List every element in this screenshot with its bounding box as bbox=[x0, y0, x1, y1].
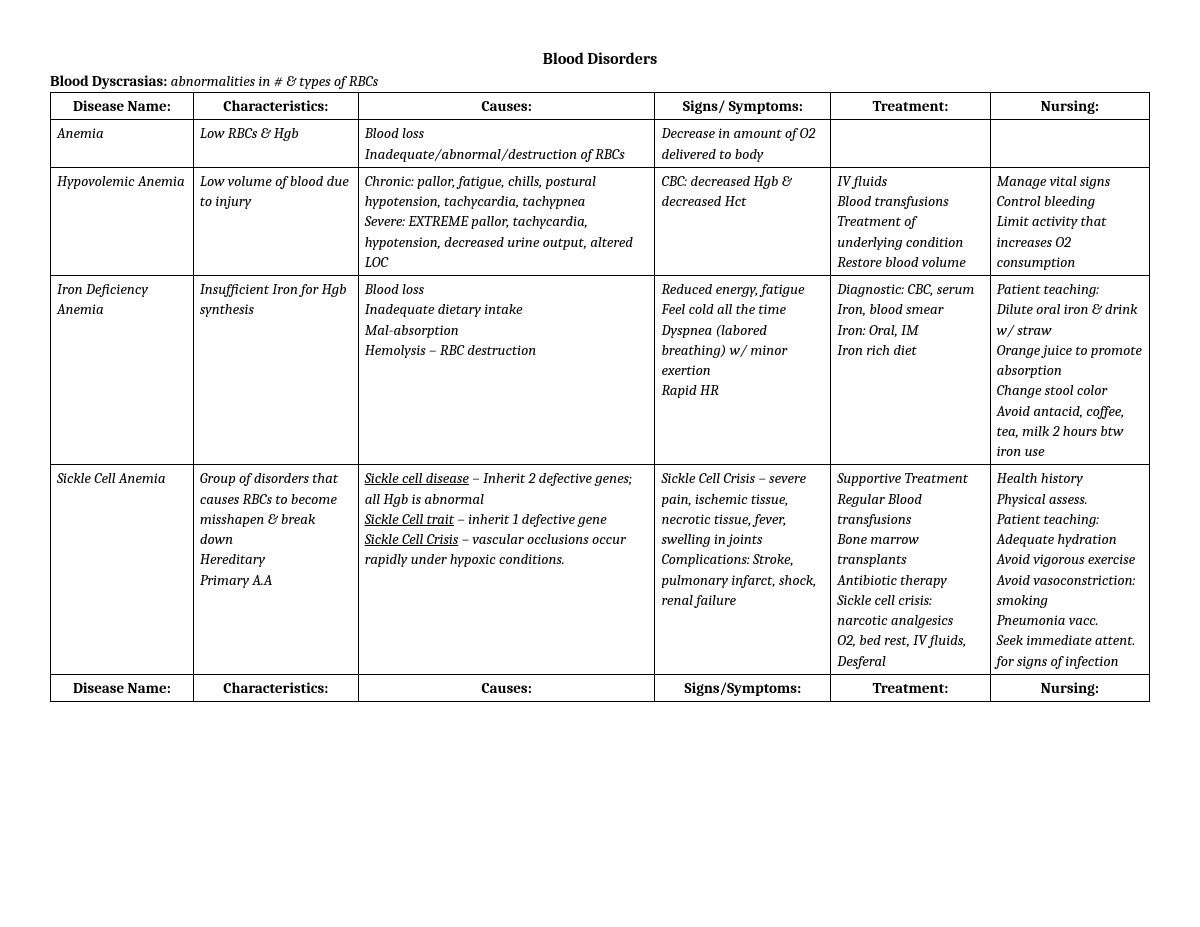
cell-treat: IV fluids Blood transfusions Treatment o… bbox=[831, 167, 990, 275]
col-footer-disease: Disease Name: bbox=[51, 674, 194, 701]
col-footer-treat: Treatment: bbox=[831, 674, 990, 701]
col-header-signs: Signs/ Symptoms: bbox=[655, 93, 831, 120]
cell-disease: Sickle Cell Anemia bbox=[51, 465, 194, 675]
text-line: Adequate hydration bbox=[997, 530, 1117, 548]
text-line: Pneumonia vacc. bbox=[997, 611, 1099, 629]
text-line: Health history bbox=[997, 469, 1083, 487]
cell-char: Low RBCs & Hgb bbox=[193, 120, 358, 168]
cell-nursing: Health history Physical assess. Patient … bbox=[990, 465, 1149, 675]
text-line: Iron rich diet bbox=[837, 341, 916, 359]
cell-signs: Reduced energy, fatigue Feel cold all th… bbox=[655, 276, 831, 465]
table-row: Iron Deficiency Anemia Insufficient Iron… bbox=[51, 276, 1150, 465]
text-line: Group of disorders that causes RBCs to b… bbox=[200, 469, 338, 548]
cell-treat: Diagnostic: CBC, serum Iron, blood smear… bbox=[831, 276, 990, 465]
text-line: Blood loss bbox=[365, 280, 424, 298]
text-line: Manage vital signs bbox=[997, 172, 1111, 190]
text-line: Dyspnea (labored breathing) w/ minor exe… bbox=[661, 321, 787, 380]
cell-disease: Hypovolemic Anemia bbox=[51, 167, 194, 275]
table-footer-header-row: Disease Name: Characteristics: Causes: S… bbox=[51, 674, 1150, 701]
cell-char: Low volume of blood due to injury bbox=[193, 167, 358, 275]
cell-char: Group of disorders that causes RBCs to b… bbox=[193, 465, 358, 675]
text-line: Blood loss bbox=[365, 124, 424, 142]
col-header-treat: Treatment: bbox=[831, 93, 990, 120]
underlined-term: Sickle Cell Crisis bbox=[365, 530, 459, 548]
cell-disease: Anemia bbox=[51, 120, 194, 168]
text-line: Antibiotic therapy bbox=[837, 571, 947, 589]
text-line: Diagnostic: CBC, serum Iron, blood smear bbox=[837, 280, 974, 318]
text-line: Feel cold all the time bbox=[661, 300, 786, 318]
text-line: IV fluids bbox=[837, 172, 887, 190]
text-line: Limit activity that increases O2 consump… bbox=[997, 212, 1107, 271]
text-line: Sickle Cell Crisis – severe pain, ischem… bbox=[661, 469, 806, 548]
text-line: O2, bed rest, IV fluids, Desferal bbox=[837, 631, 966, 669]
col-header-causes: Causes: bbox=[358, 93, 655, 120]
cell-signs: Decrease in amount of O2 delivered to bo… bbox=[655, 120, 831, 168]
text-line: Avoid vigorous exercise bbox=[997, 550, 1136, 568]
cell-causes: Sickle cell disease – Inherit 2 defectiv… bbox=[358, 465, 655, 675]
text-line: Regular Blood transfusions bbox=[837, 490, 922, 528]
text-line: Patient teaching: bbox=[997, 510, 1099, 528]
table-row: Hypovolemic Anemia Low volume of blood d… bbox=[51, 167, 1150, 275]
col-header-disease: Disease Name: bbox=[51, 93, 194, 120]
cell-signs: CBC: decreased Hgb & decreased Hct bbox=[655, 167, 831, 275]
text-line: Inadequate dietary intake bbox=[365, 300, 523, 318]
text-line: Sickle cell crisis: narcotic analgesics bbox=[837, 591, 953, 629]
text-line: Patient teaching: bbox=[997, 280, 1099, 298]
table-header-row: Disease Name: Characteristics: Causes: S… bbox=[51, 93, 1150, 120]
text-line: Chronic: pallor, fatigue, chills, postur… bbox=[365, 172, 596, 210]
text-line: Complications: Stroke, pulmonary infarct… bbox=[661, 550, 816, 609]
text-line: Blood transfusions bbox=[837, 192, 948, 210]
col-footer-char: Characteristics: bbox=[193, 674, 358, 701]
subheading-italic: abnormalities in # & types of RBCs bbox=[167, 72, 378, 90]
cell-nursing: Manage vital signs Control bleeding Limi… bbox=[990, 167, 1149, 275]
text-line: Orange juice to promote absorption bbox=[997, 341, 1142, 379]
text-line: Rapid HR bbox=[661, 381, 718, 399]
text-line: Avoid antacid, coffee, tea, milk 2 hours… bbox=[997, 402, 1125, 461]
cell-causes: Blood loss Inadequate dietary intake Mal… bbox=[358, 276, 655, 465]
subheading-bold: Blood Dyscrasias: bbox=[50, 72, 167, 90]
underlined-term: Sickle cell disease bbox=[365, 469, 469, 487]
subheading: Blood Dyscrasias: abnormalities in # & t… bbox=[50, 72, 1150, 90]
text-line: Hemolysis – RBC destruction bbox=[365, 341, 537, 359]
col-footer-signs: Signs/Symptoms: bbox=[655, 674, 831, 701]
text-line: Inadequate/abnormal/destruction of RBCs bbox=[365, 145, 625, 163]
text-line: Bone marrow transplants bbox=[837, 530, 918, 568]
text-line: Control bleeding bbox=[997, 192, 1096, 210]
text-line: – inherit 1 defective gene bbox=[454, 510, 607, 528]
cell-nursing: Patient teaching: Dilute oral iron & dri… bbox=[990, 276, 1149, 465]
text-line: Change stool color bbox=[997, 381, 1108, 399]
text-line: Treatment of underlying condition bbox=[837, 212, 963, 250]
text-line: Supportive Treatment bbox=[837, 469, 968, 487]
cell-disease: Iron Deficiency Anemia bbox=[51, 276, 194, 465]
col-header-char: Characteristics: bbox=[193, 93, 358, 120]
cell-causes: Blood loss Inadequate/abnormal/destructi… bbox=[358, 120, 655, 168]
text-line: Physical assess. bbox=[997, 490, 1088, 508]
col-footer-nursing: Nursing: bbox=[990, 674, 1149, 701]
text-line: Severe: EXTREME pallor, tachycardia, hyp… bbox=[365, 212, 633, 271]
text-line: Avoid vasoconstriction: smoking bbox=[997, 571, 1136, 609]
table-row: Sickle Cell Anemia Group of disorders th… bbox=[51, 465, 1150, 675]
cell-treat bbox=[831, 120, 990, 168]
text-line: Restore blood volume bbox=[837, 253, 966, 271]
col-header-nursing: Nursing: bbox=[990, 93, 1149, 120]
underlined-term: Sickle Cell trait bbox=[365, 510, 454, 528]
cell-causes: Chronic: pallor, fatigue, chills, postur… bbox=[358, 167, 655, 275]
table-row: Anemia Low RBCs & Hgb Blood loss Inadequ… bbox=[51, 120, 1150, 168]
blood-disorders-table: Disease Name: Characteristics: Causes: S… bbox=[50, 92, 1150, 702]
text-line: Primary A.A bbox=[200, 571, 273, 589]
text-line: Hereditary bbox=[200, 550, 265, 568]
cell-nursing bbox=[990, 120, 1149, 168]
text-line: Dilute oral iron & drink w/ straw bbox=[997, 300, 1138, 338]
text-line: Iron: Oral, IM bbox=[837, 321, 918, 339]
text-line: Seek immediate attent. for signs of infe… bbox=[997, 631, 1136, 669]
page-title: Blood Disorders bbox=[50, 50, 1150, 68]
cell-signs: Sickle Cell Crisis – severe pain, ischem… bbox=[655, 465, 831, 675]
cell-treat: Supportive Treatment Regular Blood trans… bbox=[831, 465, 990, 675]
text-line: Reduced energy, fatigue bbox=[661, 280, 804, 298]
col-footer-causes: Causes: bbox=[358, 674, 655, 701]
cell-char: Insufficient Iron for Hgb synthesis bbox=[193, 276, 358, 465]
text-line: Mal-absorption bbox=[365, 321, 459, 339]
